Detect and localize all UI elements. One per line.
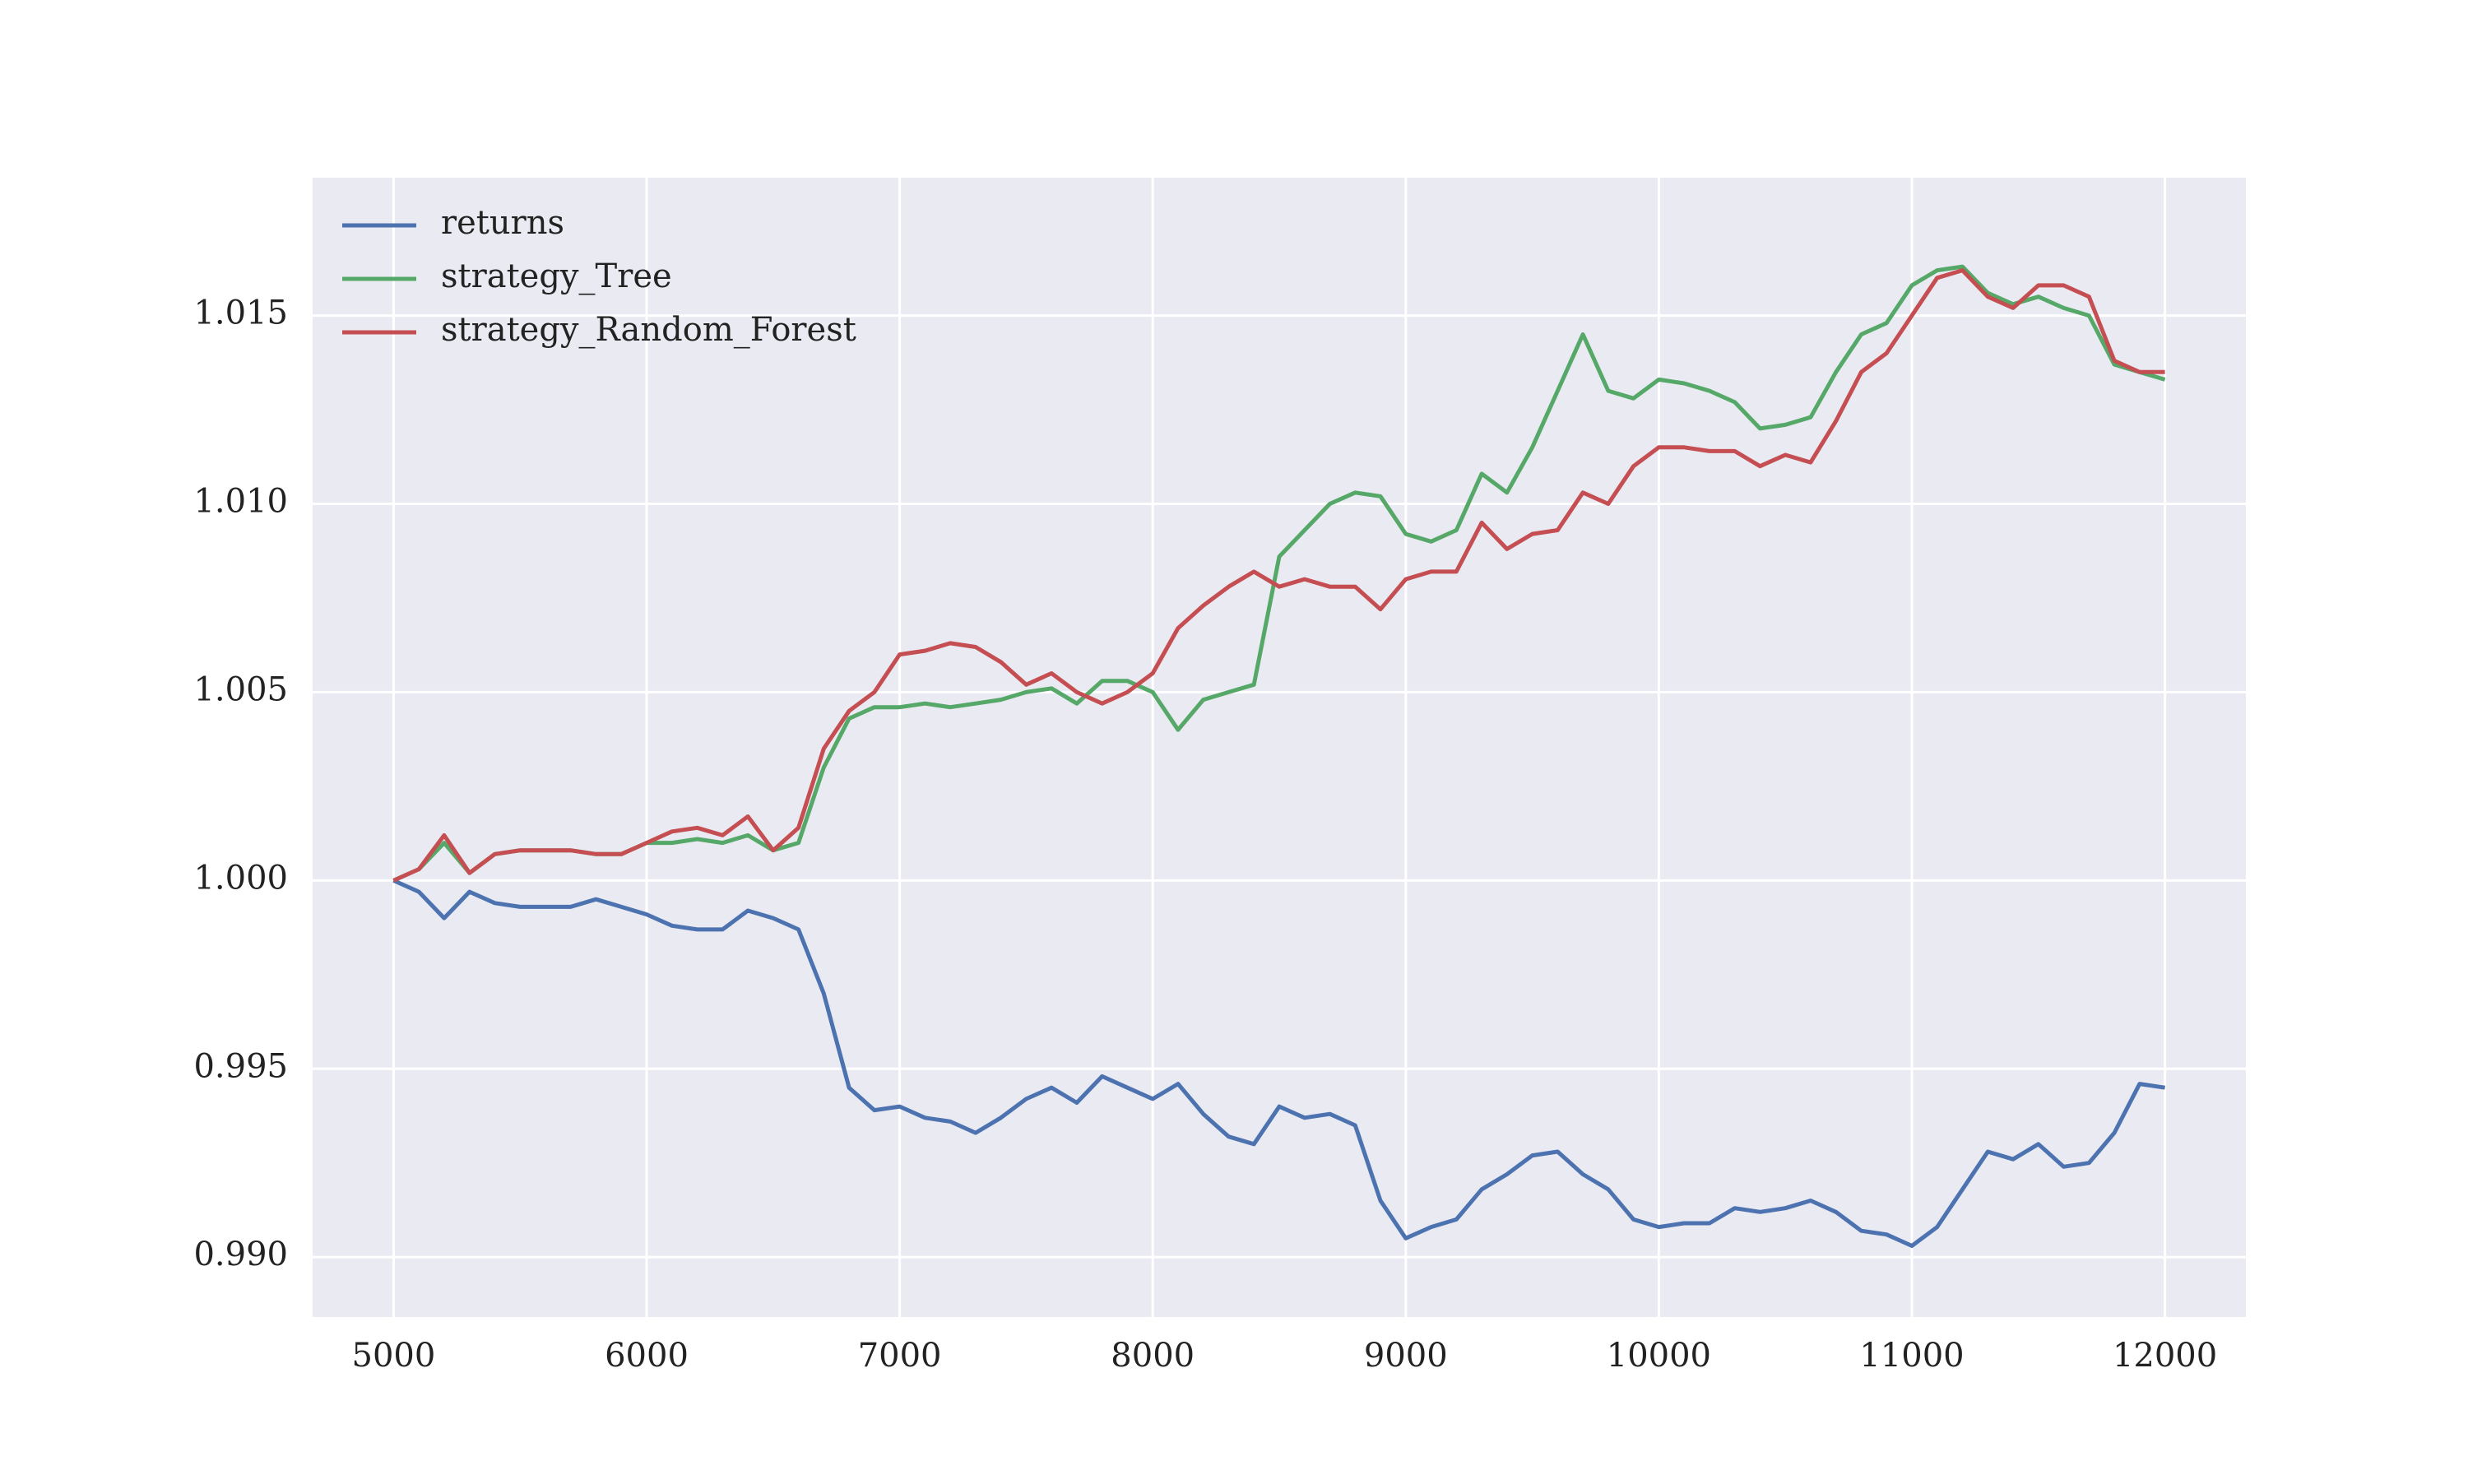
legend-label: returns: [441, 204, 564, 242]
x-tick-label: 11000: [1859, 1337, 1964, 1375]
legend-label: strategy_Random_Forest: [441, 311, 856, 349]
x-tick-label: 5000: [352, 1337, 436, 1375]
x-tick-label: 7000: [858, 1337, 942, 1375]
x-tick-label: 8000: [1111, 1337, 1195, 1375]
x-tick-label: 10000: [1607, 1337, 1711, 1375]
y-tick-label: 1.000: [193, 859, 288, 897]
y-tick-label: 0.990: [193, 1236, 288, 1273]
y-tick-label: 1.010: [193, 482, 288, 520]
y-tick-label: 0.995: [193, 1047, 288, 1085]
x-tick-label: 12000: [2113, 1337, 2217, 1375]
line: [392, 268, 2165, 883]
y-tick-label: 1.015: [193, 294, 288, 332]
plot-area: [313, 178, 2246, 1317]
line: [392, 264, 2166, 883]
x-tick-label: 9000: [1364, 1337, 1448, 1375]
line: [392, 879, 2165, 1248]
y-tick-label: 1.005: [193, 670, 288, 708]
legend-label: strategy_Tree: [441, 257, 672, 295]
x-tick-label: 6000: [605, 1337, 689, 1375]
